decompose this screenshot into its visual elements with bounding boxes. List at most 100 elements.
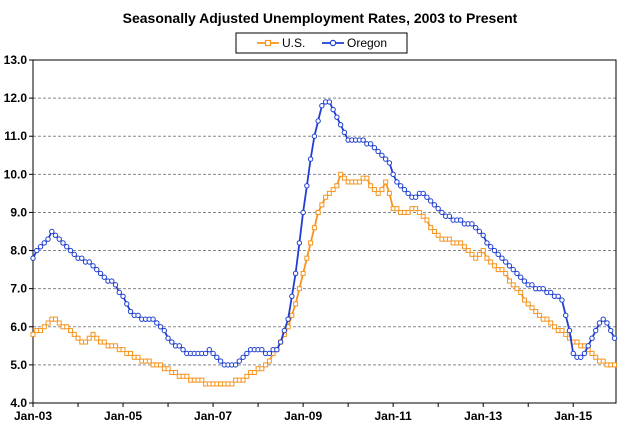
y-tick-label: 5.0 bbox=[10, 358, 27, 372]
data-point-us bbox=[503, 270, 509, 276]
data-point-oregon bbox=[431, 202, 438, 208]
data-point-oregon bbox=[49, 228, 55, 235]
data-point-us bbox=[71, 331, 77, 337]
data-point-oregon bbox=[232, 362, 239, 368]
x-tick-label: Jan-07 bbox=[194, 409, 232, 423]
data-point-oregon bbox=[304, 183, 310, 189]
y-tick-label: 13.0 bbox=[4, 53, 28, 67]
data-point-us bbox=[416, 209, 422, 215]
data-point-us bbox=[311, 225, 317, 231]
data-point-oregon bbox=[67, 247, 74, 254]
data-point-oregon bbox=[427, 198, 434, 204]
data-point-oregon bbox=[206, 346, 213, 353]
data-point-oregon bbox=[289, 293, 295, 299]
data-point-oregon bbox=[292, 270, 299, 277]
data-point-oregon bbox=[281, 327, 288, 334]
data-point-oregon bbox=[71, 251, 77, 258]
data-point-oregon bbox=[604, 320, 610, 326]
data-point-us bbox=[308, 240, 314, 246]
data-point-us bbox=[386, 190, 392, 196]
data-point-oregon bbox=[52, 232, 59, 239]
data-point-oregon bbox=[56, 236, 62, 242]
data-point-us bbox=[263, 362, 269, 368]
data-point-us bbox=[368, 183, 374, 189]
data-point-oregon bbox=[86, 259, 92, 265]
data-point-us bbox=[158, 362, 164, 368]
data-point-oregon bbox=[589, 335, 595, 341]
data-point-oregon bbox=[244, 350, 250, 357]
data-point-us bbox=[589, 350, 595, 356]
data-point-us bbox=[435, 232, 441, 238]
data-point-us bbox=[86, 335, 92, 341]
data-point-oregon bbox=[446, 213, 453, 219]
data-point-us bbox=[469, 251, 475, 257]
data-point-oregon bbox=[593, 327, 599, 334]
data-point-us bbox=[45, 320, 51, 326]
data-point-oregon bbox=[382, 156, 389, 162]
data-point-us bbox=[574, 339, 580, 345]
data-point-oregon bbox=[90, 263, 96, 269]
data-point-oregon bbox=[34, 247, 40, 254]
data-point-us bbox=[383, 179, 389, 185]
data-point-us bbox=[529, 305, 535, 311]
data-point-oregon bbox=[180, 346, 186, 353]
data-point-oregon bbox=[326, 99, 333, 105]
data-point-oregon bbox=[521, 278, 528, 284]
data-point-oregon bbox=[540, 285, 546, 292]
data-point-us bbox=[128, 350, 134, 356]
data-point-us bbox=[199, 377, 205, 383]
data-point-us bbox=[41, 324, 47, 330]
data-point-us bbox=[394, 206, 400, 212]
data-point-oregon bbox=[79, 255, 85, 261]
data-point-oregon bbox=[94, 266, 100, 273]
data-point-us bbox=[536, 312, 542, 318]
data-point-oregon bbox=[319, 103, 325, 109]
data-point-us bbox=[296, 286, 302, 292]
data-point-us bbox=[113, 343, 119, 349]
legend-label-oregon: Oregon bbox=[347, 36, 387, 50]
series-line-oregon bbox=[32, 101, 616, 366]
legend-label-us: U.S. bbox=[282, 36, 305, 50]
data-point-oregon bbox=[596, 320, 603, 326]
legend: U.S. Oregon bbox=[235, 32, 408, 54]
data-point-us bbox=[413, 206, 419, 212]
data-point-us bbox=[229, 381, 235, 387]
data-point-oregon bbox=[600, 316, 606, 322]
data-point-oregon bbox=[337, 122, 344, 128]
data-point-oregon bbox=[394, 179, 400, 185]
data-point-us bbox=[83, 339, 89, 345]
data-point-oregon bbox=[274, 346, 280, 353]
data-point-oregon bbox=[435, 205, 441, 212]
data-point-us bbox=[251, 370, 257, 376]
data-point-oregon bbox=[64, 244, 70, 250]
data-point-oregon bbox=[307, 156, 314, 162]
data-point-oregon bbox=[397, 183, 404, 189]
legend-marker-us bbox=[264, 39, 272, 47]
data-point-us bbox=[338, 171, 344, 177]
data-point-oregon bbox=[484, 240, 490, 246]
data-point-us bbox=[461, 244, 467, 250]
data-point-us bbox=[600, 358, 606, 364]
data-point-us bbox=[525, 301, 531, 307]
data-point-oregon bbox=[514, 270, 520, 277]
data-point-us bbox=[173, 370, 179, 376]
data-point-oregon bbox=[491, 247, 498, 254]
data-point-oregon bbox=[240, 354, 246, 360]
data-point-us bbox=[544, 316, 550, 322]
data-point-us bbox=[101, 339, 107, 345]
data-point-oregon bbox=[30, 255, 36, 261]
plot-area bbox=[32, 59, 617, 404]
data-point-oregon bbox=[412, 194, 419, 200]
data-point-us bbox=[611, 362, 617, 368]
data-point-us bbox=[68, 328, 74, 334]
data-point-oregon bbox=[375, 148, 381, 155]
y-tick-label: 7.0 bbox=[10, 282, 27, 296]
data-point-oregon bbox=[157, 324, 164, 330]
data-point-oregon bbox=[495, 251, 501, 258]
data-point-oregon bbox=[165, 335, 171, 341]
data-point-us bbox=[593, 354, 599, 360]
data-point-us bbox=[431, 229, 437, 234]
data-point-oregon bbox=[97, 270, 104, 277]
data-point-oregon bbox=[390, 171, 396, 178]
